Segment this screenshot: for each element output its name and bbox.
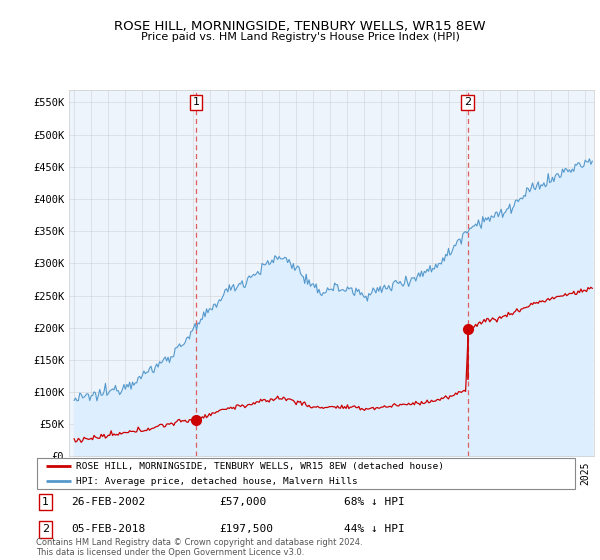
Text: 68% ↓ HPI: 68% ↓ HPI xyxy=(344,497,404,507)
Text: 44% ↓ HPI: 44% ↓ HPI xyxy=(344,524,404,534)
Text: £57,000: £57,000 xyxy=(220,497,267,507)
Text: HPI: Average price, detached house, Malvern Hills: HPI: Average price, detached house, Malv… xyxy=(77,477,358,486)
Text: 1: 1 xyxy=(193,97,199,108)
Text: £197,500: £197,500 xyxy=(220,524,274,534)
Text: ROSE HILL, MORNINGSIDE, TENBURY WELLS, WR15 8EW: ROSE HILL, MORNINGSIDE, TENBURY WELLS, W… xyxy=(114,20,486,32)
Text: 1: 1 xyxy=(42,497,49,507)
Text: Price paid vs. HM Land Registry's House Price Index (HPI): Price paid vs. HM Land Registry's House … xyxy=(140,32,460,43)
Text: Contains HM Land Registry data © Crown copyright and database right 2024.
This d: Contains HM Land Registry data © Crown c… xyxy=(36,538,362,557)
Text: 2: 2 xyxy=(464,97,471,108)
Text: ROSE HILL, MORNINGSIDE, TENBURY WELLS, WR15 8EW (detached house): ROSE HILL, MORNINGSIDE, TENBURY WELLS, W… xyxy=(77,462,445,471)
FancyBboxPatch shape xyxy=(37,458,575,489)
Text: 26-FEB-2002: 26-FEB-2002 xyxy=(71,497,145,507)
Text: 2: 2 xyxy=(42,524,49,534)
Text: 05-FEB-2018: 05-FEB-2018 xyxy=(71,524,145,534)
